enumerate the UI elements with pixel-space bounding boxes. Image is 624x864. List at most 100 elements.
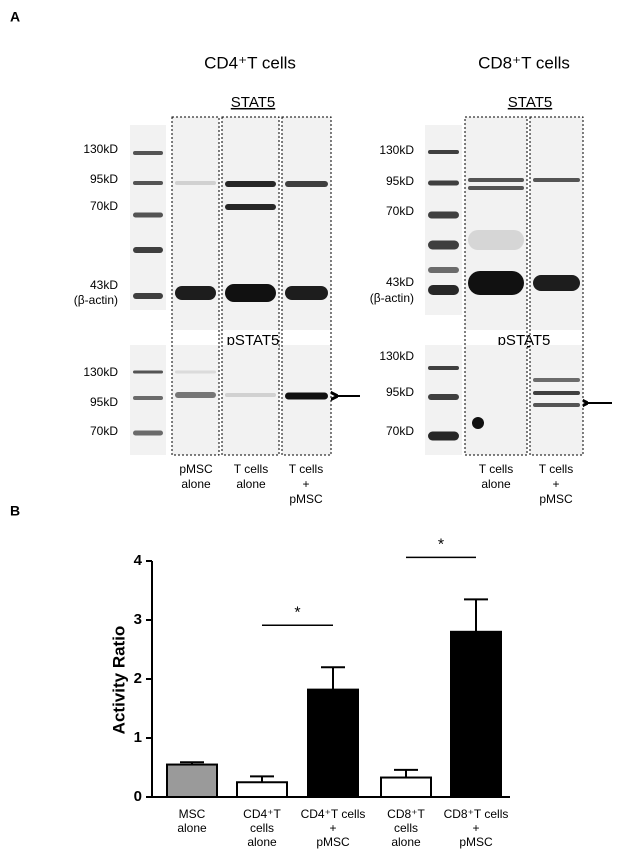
- blot-band: [428, 180, 459, 186]
- blot-band: [428, 366, 459, 370]
- blot-band: [133, 396, 163, 400]
- x-tick-label: alone: [177, 821, 207, 835]
- blot-band: [533, 403, 580, 407]
- blot-area: [465, 345, 527, 455]
- x-tick-label: +: [329, 821, 336, 835]
- lane-box: [171, 116, 220, 456]
- lane-label: T cells: [289, 462, 323, 476]
- x-tick-label: CD4⁺T: [243, 807, 281, 821]
- blot-band: [468, 271, 524, 295]
- blot-band: [285, 286, 328, 300]
- blot-band: [133, 293, 163, 299]
- x-tick-label: pMSC: [459, 835, 493, 849]
- blot-area: [425, 125, 462, 315]
- x-tick-label: alone: [391, 835, 421, 849]
- x-tick-label: alone: [247, 835, 277, 849]
- y-axis-label: Activity Ratio: [109, 626, 128, 735]
- lane-label: alone: [181, 477, 211, 491]
- bar: [380, 776, 432, 799]
- marker-label: (β-actin): [74, 293, 118, 307]
- blot-band: [428, 150, 459, 154]
- blot-area: [172, 345, 219, 455]
- blot-band: [533, 178, 580, 182]
- x-tick-label: cells: [250, 821, 274, 835]
- lane-label: alone: [236, 477, 266, 491]
- blot-band: [428, 394, 459, 400]
- marker-label: 130kD: [83, 365, 118, 379]
- bar: [307, 688, 359, 798]
- x-tick-label: +: [472, 821, 479, 835]
- y-tick-label: 3: [134, 611, 142, 628]
- blot-band: [225, 181, 276, 187]
- significance-mark: *: [438, 537, 444, 554]
- x-tick-label: CD8⁺T cells: [444, 807, 509, 821]
- blot-section: STAT5: [231, 94, 275, 111]
- marker-label: 43kD: [90, 278, 118, 292]
- blot-section: STAT5: [508, 94, 552, 111]
- marker-label: 43kD: [386, 275, 414, 289]
- blot-band: [468, 178, 524, 182]
- blot-band: [175, 181, 216, 185]
- blot-band: [225, 393, 276, 397]
- blot-band: [175, 392, 216, 398]
- blot-area: [465, 117, 527, 330]
- blot-band: [428, 211, 459, 219]
- lane-label: T cells: [539, 462, 573, 476]
- bar: [166, 763, 218, 798]
- blot-band: [533, 378, 580, 382]
- blot-band: [428, 240, 459, 250]
- blot-area: [530, 345, 583, 455]
- marker-label: 95kD: [386, 385, 414, 399]
- blot-band: [175, 370, 216, 374]
- blot-band: [133, 151, 163, 155]
- x-tick-label: pMSC: [316, 835, 350, 849]
- blot-area: [282, 345, 331, 455]
- significance-mark: *: [294, 604, 300, 621]
- blot-band: [133, 247, 163, 253]
- marker-label: 70kD: [386, 424, 414, 438]
- marker-label: 95kD: [386, 174, 414, 188]
- lane-label: +: [302, 477, 309, 491]
- blot-band: [133, 430, 163, 436]
- blot-spot: [472, 417, 484, 429]
- lane-label: pMSC: [539, 492, 573, 506]
- x-tick-label: CD8⁺T: [387, 807, 425, 821]
- blot-band: [285, 181, 328, 187]
- blot-title: CD4⁺T cells: [204, 53, 296, 72]
- x-tick-label: CD4⁺T cells: [301, 807, 366, 821]
- lane-box: [281, 116, 332, 456]
- blot-band: [468, 186, 524, 190]
- blot-section: pSTAT5: [227, 332, 280, 349]
- marker-label: 70kD: [90, 424, 118, 438]
- blot-band: [468, 230, 524, 250]
- bar: [236, 781, 288, 798]
- blot-band: [428, 267, 459, 273]
- blot-title: CD8⁺T cells: [478, 53, 570, 72]
- blot-band: [533, 275, 580, 291]
- y-tick-label: 4: [134, 552, 143, 569]
- panel-label: A: [10, 9, 20, 25]
- panel-label: B: [10, 503, 20, 519]
- marker-label: 130kD: [379, 143, 414, 157]
- blot-area: [222, 345, 279, 455]
- lane-box: [221, 116, 280, 456]
- lane-label: pMSC: [289, 492, 323, 506]
- lane-box: [529, 116, 584, 456]
- bar: [450, 630, 502, 798]
- marker-label: 130kD: [83, 142, 118, 156]
- lane-label: alone: [481, 477, 511, 491]
- marker-label: 95kD: [90, 172, 118, 186]
- lane-label: T cells: [234, 462, 268, 476]
- blot-band: [225, 284, 276, 302]
- blot-section: pSTAT5: [498, 332, 551, 349]
- marker-label: 70kD: [386, 204, 414, 218]
- marker-label: 95kD: [90, 395, 118, 409]
- blot-band: [175, 286, 216, 300]
- marker-label: 70kD: [90, 199, 118, 213]
- marker-label: 130kD: [379, 349, 414, 363]
- y-tick-label: 2: [134, 670, 142, 687]
- blot-area: [530, 117, 583, 330]
- y-tick-label: 0: [134, 788, 142, 805]
- x-tick-label: MSC: [179, 807, 206, 821]
